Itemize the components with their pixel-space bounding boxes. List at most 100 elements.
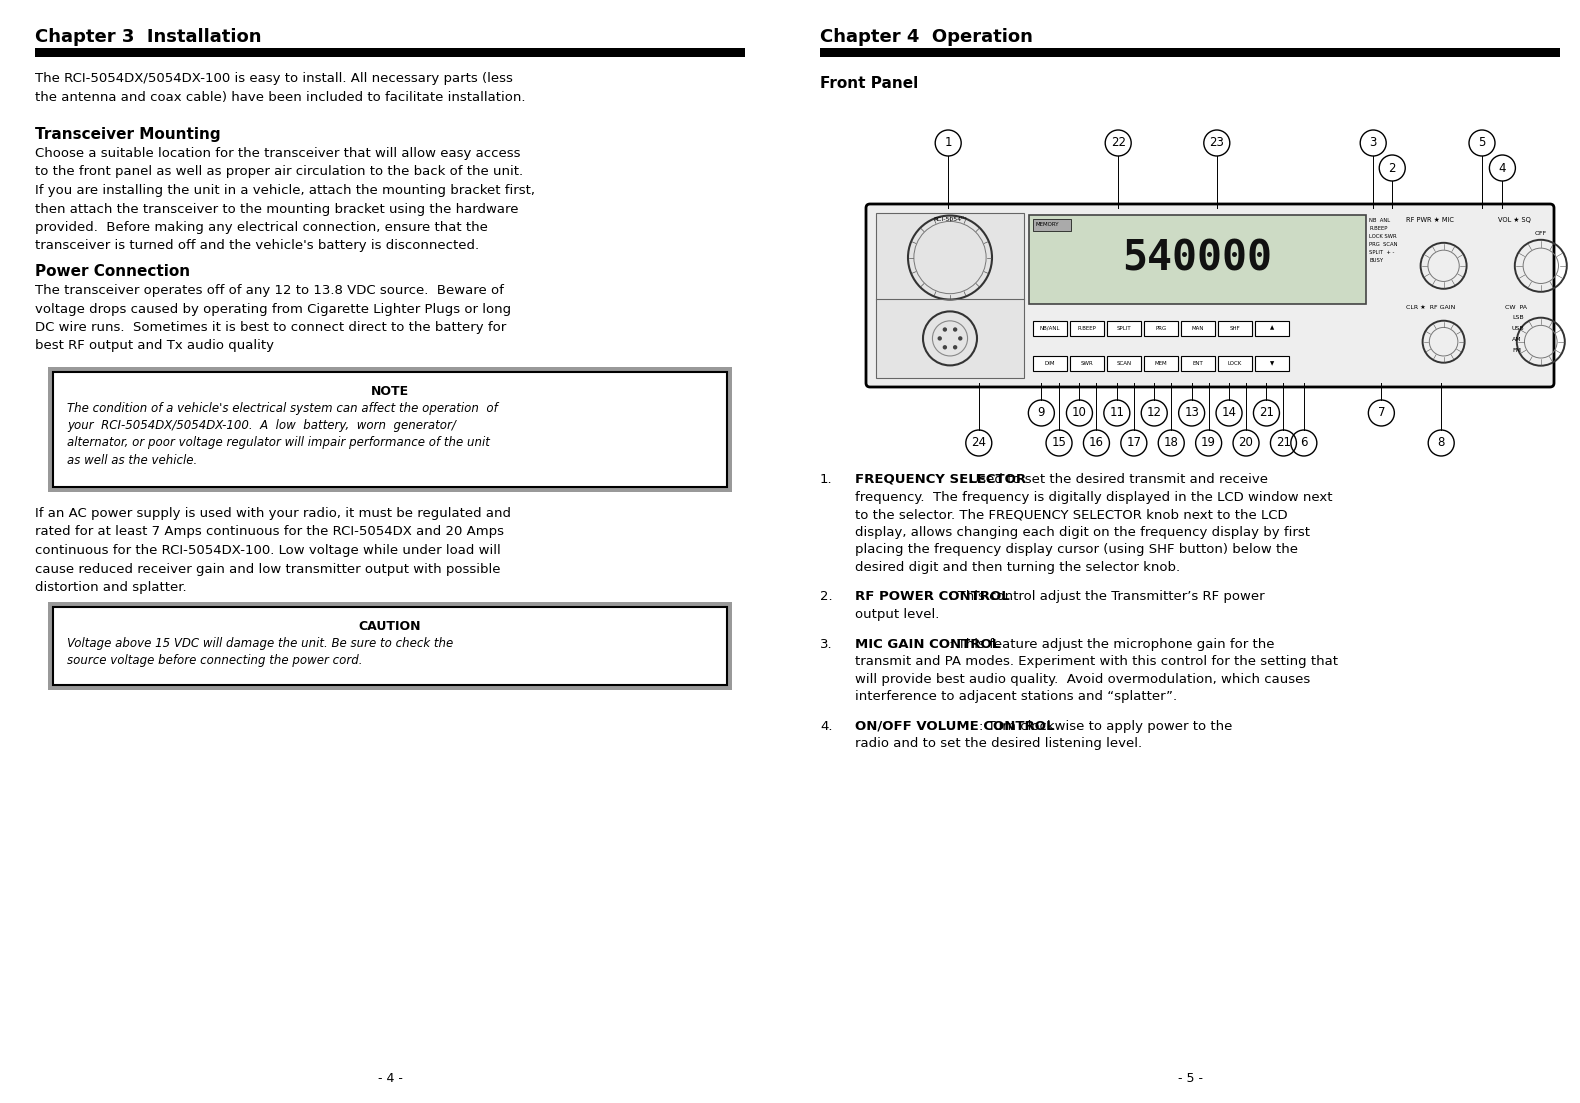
Text: If an AC power supply is used with your radio, it must be regulated and
rated fo: If an AC power supply is used with your … — [35, 507, 510, 595]
Text: FREQUENCY SELECTOR: FREQUENCY SELECTOR — [855, 473, 1025, 486]
Text: 2.: 2. — [820, 590, 833, 603]
Text: PRG  SCAN: PRG SCAN — [1368, 242, 1397, 247]
Bar — [1255, 321, 1289, 335]
Text: NB  ANL: NB ANL — [1368, 218, 1390, 223]
Text: 21: 21 — [1259, 407, 1273, 419]
Text: Transceiver Mounting: Transceiver Mounting — [35, 127, 221, 142]
Text: VOL ★ SQ: VOL ★ SQ — [1498, 217, 1531, 223]
Bar — [1218, 321, 1251, 335]
Text: 540000: 540000 — [1122, 237, 1272, 279]
Text: placing the frequency display cursor (using SHF button) below the: placing the frequency display cursor (us… — [855, 544, 1299, 556]
Text: USB: USB — [1512, 326, 1525, 331]
Text: CW  PA: CW PA — [1504, 306, 1526, 310]
Text: The condition of a vehicle's electrical system can affect the operation  of
your: The condition of a vehicle's electrical … — [66, 401, 498, 467]
Text: NB/ANL: NB/ANL — [1040, 325, 1060, 331]
Circle shape — [957, 336, 962, 341]
Text: - 4 -: - 4 - — [378, 1072, 403, 1085]
Bar — [1033, 219, 1071, 231]
Text: : This control adjust the Transmitter’s RF power: : This control adjust the Transmitter’s … — [950, 590, 1266, 603]
Text: R.BEEP: R.BEEP — [1078, 325, 1097, 331]
Text: 16: 16 — [1089, 437, 1104, 450]
Text: 2: 2 — [1389, 161, 1397, 174]
Bar — [1180, 356, 1215, 371]
Bar — [1029, 215, 1367, 303]
Text: 17: 17 — [1127, 437, 1141, 450]
Text: 6: 6 — [1300, 437, 1308, 450]
Text: 5: 5 — [1479, 137, 1485, 150]
FancyBboxPatch shape — [866, 204, 1555, 387]
Text: MAN: MAN — [1191, 325, 1204, 331]
Bar — [47, 602, 732, 690]
Text: 23: 23 — [1209, 137, 1224, 150]
Bar — [1108, 356, 1141, 371]
Text: Chapter 4  Operation: Chapter 4 Operation — [820, 28, 1033, 46]
Text: SWR: SWR — [1081, 361, 1093, 366]
Text: CLR ★  RF GAIN: CLR ★ RF GAIN — [1406, 306, 1455, 310]
Bar — [54, 607, 727, 685]
Text: SCAN: SCAN — [1117, 361, 1131, 366]
Text: ENT: ENT — [1193, 361, 1204, 366]
Text: 8: 8 — [1438, 437, 1444, 450]
Text: ▲: ▲ — [1270, 325, 1273, 331]
Text: MIC GAIN CONTROL: MIC GAIN CONTROL — [855, 638, 1000, 651]
Text: Choose a suitable location for the transceiver that will allow easy access
to th: Choose a suitable location for the trans… — [35, 147, 536, 253]
Text: FM: FM — [1512, 349, 1522, 353]
Text: R.BEEP: R.BEEP — [1368, 226, 1387, 231]
Text: DIM: DIM — [1044, 361, 1055, 366]
Bar — [1255, 356, 1289, 371]
Text: 18: 18 — [1164, 437, 1179, 450]
Bar — [35, 49, 746, 57]
Text: SPLIT: SPLIT — [1117, 325, 1131, 331]
Text: 21: 21 — [1277, 437, 1291, 450]
Text: Power Connection: Power Connection — [35, 264, 190, 279]
Bar — [47, 367, 732, 492]
Text: 4: 4 — [1499, 161, 1506, 174]
Circle shape — [937, 336, 942, 341]
Text: Voltage above 15 VDC will damage the unit. Be sure to check the
source voltage b: Voltage above 15 VDC will damage the uni… — [66, 638, 453, 667]
Text: 9: 9 — [1038, 407, 1044, 419]
Text: ▼: ▼ — [1270, 361, 1273, 366]
Text: 19: 19 — [1201, 437, 1217, 450]
Bar — [1070, 356, 1104, 371]
Text: MEM: MEM — [1155, 361, 1168, 366]
Circle shape — [943, 328, 946, 332]
Bar — [1070, 321, 1104, 335]
Text: BUSY: BUSY — [1368, 258, 1382, 263]
Text: desired digit and then turning the selector knob.: desired digit and then turning the selec… — [855, 560, 1180, 574]
Bar — [1033, 321, 1066, 335]
Text: The RCI-5054DX/5054DX-100 is easy to install. All necessary parts (less
the ante: The RCI-5054DX/5054DX-100 is easy to ins… — [35, 72, 526, 104]
Text: 4.: 4. — [820, 720, 833, 732]
Text: 1: 1 — [945, 137, 951, 150]
Bar — [1033, 356, 1066, 371]
Text: - 5 -: - 5 - — [1177, 1072, 1202, 1085]
Text: 15: 15 — [1052, 437, 1066, 450]
Text: MEMORY: MEMORY — [1035, 222, 1059, 226]
Text: 12: 12 — [1147, 407, 1161, 419]
Text: LSB: LSB — [1512, 315, 1523, 320]
Text: OFF: OFF — [1534, 231, 1547, 236]
Bar — [1108, 321, 1141, 335]
Text: RCI-5054ᴰˣ: RCI-5054ᴰˣ — [934, 217, 967, 222]
Text: 11: 11 — [1109, 407, 1125, 419]
Text: AM: AM — [1512, 338, 1522, 342]
Bar — [54, 372, 727, 488]
Text: transmit and PA modes. Experiment with this control for the setting that: transmit and PA modes. Experiment with t… — [855, 655, 1338, 668]
Bar — [1180, 321, 1215, 335]
Text: 22: 22 — [1111, 137, 1125, 150]
Text: interference to adjacent stations and “splatter”.: interference to adjacent stations and “s… — [855, 690, 1177, 704]
Bar — [820, 49, 1559, 57]
Text: CAUTION: CAUTION — [359, 620, 422, 633]
Text: will provide best audio quality.  Avoid overmodulation, which causes: will provide best audio quality. Avoid o… — [855, 673, 1310, 686]
Text: NOTE: NOTE — [371, 385, 409, 398]
Text: 24: 24 — [972, 437, 986, 450]
Bar — [875, 213, 1024, 378]
Text: ON/OFF VOLUME CONTROL: ON/OFF VOLUME CONTROL — [855, 720, 1054, 732]
Bar — [1218, 356, 1251, 371]
Text: frequency.  The frequency is digitally displayed in the LCD window next: frequency. The frequency is digitally di… — [855, 491, 1332, 504]
Circle shape — [953, 345, 957, 350]
Text: The transceiver operates off of any 12 to 13.8 VDC source.  Beware of
voltage dr: The transceiver operates off of any 12 t… — [35, 283, 510, 353]
Text: 3: 3 — [1370, 137, 1376, 150]
Text: : Turn clockwise to apply power to the: : Turn clockwise to apply power to the — [978, 720, 1232, 732]
Text: radio and to set the desired listening level.: radio and to set the desired listening l… — [855, 738, 1142, 750]
Text: to the selector. The FREQUENCY SELECTOR knob next to the LCD: to the selector. The FREQUENCY SELECTOR … — [855, 508, 1288, 521]
